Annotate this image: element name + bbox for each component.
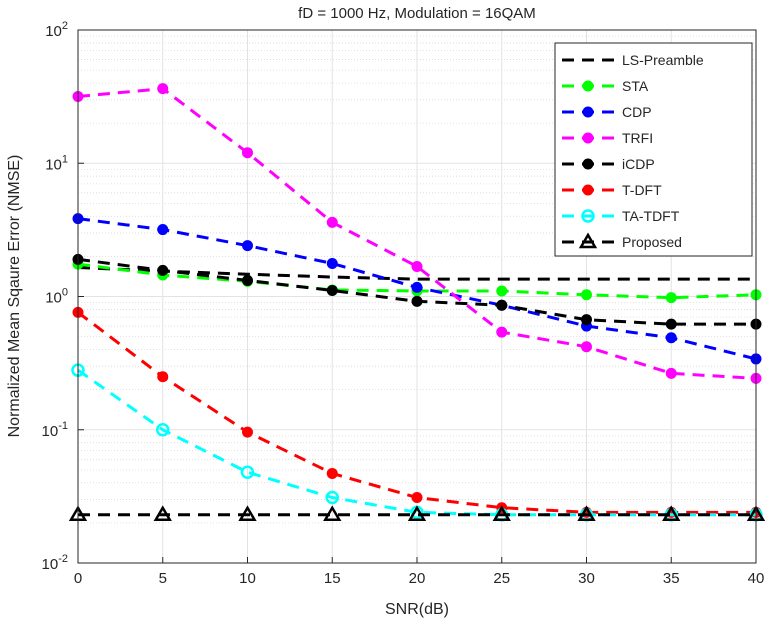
data-point	[326, 284, 338, 296]
legend: LS-Preamble STA CDP TRFI iCDP T-DFT TA-TDFT Pro…	[554, 42, 753, 257]
legend-marker	[582, 184, 594, 196]
y-tick-label: 100	[45, 287, 68, 307]
data-point	[323, 505, 342, 522]
y-tick-label: 102	[45, 20, 68, 40]
legend-marker	[582, 106, 594, 118]
series-ls-preamble	[77, 266, 756, 281]
chart-title: fD = 1000 Hz, Modulation = 16QAM	[298, 5, 536, 22]
legend-marker	[581, 209, 595, 223]
data-point	[242, 240, 253, 252]
x-tick-label: 15	[324, 570, 341, 587]
data-point	[662, 505, 681, 522]
data-point	[326, 216, 338, 228]
legend-label: TA-TDFT	[622, 208, 680, 224]
x-tick-label: 30	[578, 570, 595, 587]
data-point	[407, 505, 427, 522]
data-point	[411, 295, 423, 307]
x-axis-label: SNR(dB)	[385, 601, 449, 618]
series-t-dft	[72, 306, 762, 518]
data-point	[665, 367, 677, 379]
axes: 0 5 10 15 20 25 30 35 40 10-2 10-1 100 101 102	[42, 20, 765, 587]
data-point	[496, 326, 508, 338]
data-point	[577, 505, 596, 522]
data-point	[581, 314, 592, 326]
legend-label: Proposed	[622, 234, 682, 250]
data-point	[496, 299, 508, 311]
x-tick-label: 0	[74, 570, 82, 587]
data-point	[325, 490, 339, 505]
legend-marker	[582, 158, 594, 170]
data-point	[157, 371, 169, 383]
legend-label: TRFI	[622, 130, 653, 146]
data-point	[242, 426, 253, 438]
data-point	[581, 341, 592, 353]
data-point	[157, 264, 169, 276]
series-line	[77, 266, 756, 281]
legend-label: STA	[622, 78, 649, 94]
x-tick-label: 25	[493, 570, 510, 587]
legend-marker	[582, 80, 594, 92]
legend-label: LS-Preamble	[622, 52, 704, 68]
data-point	[411, 260, 423, 272]
y-axis-label: Normalized Mean Sqaure Error (NMSE)	[6, 155, 23, 438]
data-point	[326, 257, 338, 269]
x-tick-label: 5	[159, 570, 167, 587]
legend-label: iCDP	[622, 156, 655, 172]
data-point	[156, 423, 170, 437]
legend-item-ta-tdft: TA-TDFT	[562, 208, 680, 224]
data-point	[326, 467, 338, 479]
legend-item-t-dft: T-DFT	[562, 182, 662, 198]
y-tick-label: 101	[45, 153, 68, 173]
data-point	[411, 281, 423, 293]
series-icdp	[72, 253, 762, 330]
data-point	[581, 289, 592, 301]
data-point	[496, 285, 508, 297]
data-point	[411, 492, 423, 504]
data-point	[240, 465, 255, 479]
data-point	[242, 147, 253, 159]
data-point	[665, 318, 677, 330]
legend-label: T-DFT	[622, 182, 662, 198]
legend-marker	[578, 232, 598, 249]
x-tick-label: 35	[663, 570, 680, 587]
y-tick-label: 10-1	[42, 420, 68, 440]
legend-label: CDP	[622, 104, 652, 120]
legend-item-ls-preamble: LS-Preamble	[562, 52, 704, 68]
legend-box	[554, 42, 753, 257]
x-tick-label: 40	[748, 570, 765, 587]
data-point	[242, 274, 253, 286]
data-point	[157, 224, 169, 236]
legend-item-cdp: CDP	[562, 104, 652, 120]
legend-marker	[582, 132, 594, 144]
series-line	[77, 87, 757, 380]
legend-item-sta: STA	[562, 78, 649, 94]
data-point	[157, 83, 169, 95]
data-point	[492, 505, 511, 522]
data-point	[665, 332, 677, 344]
x-tick-label: 10	[239, 570, 256, 587]
data-point	[153, 505, 172, 522]
series-group	[68, 83, 766, 522]
data-point	[238, 505, 257, 522]
data-point	[665, 292, 677, 304]
x-tick-label: 20	[409, 570, 426, 587]
y-tick-label: 10-2	[42, 553, 68, 573]
legend-item-trfi: TRFI	[562, 130, 653, 146]
legend-item-icdp: iCDP	[562, 156, 655, 172]
legend-item-proposed: Proposed	[562, 232, 682, 250]
